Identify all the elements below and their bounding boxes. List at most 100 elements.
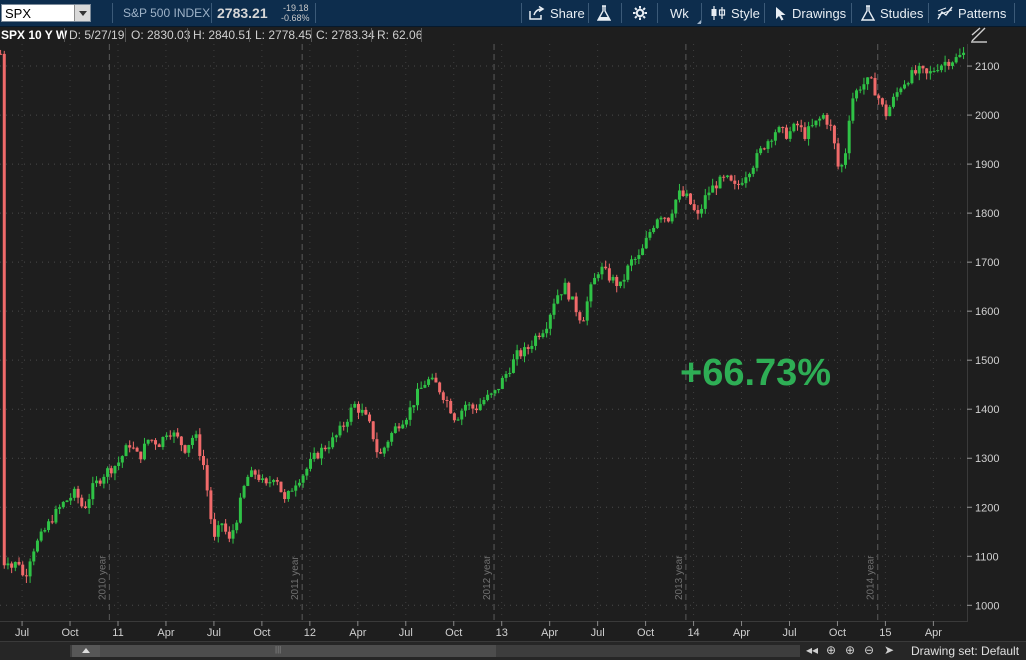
time-axis[interactable]: Jul Oct 11 Apr Jul Oct 12 Apr Jul Oct 13 Apr Jul Oct 1… [0,621,968,641]
candle-body [534,335,538,346]
candle-body [840,164,844,167]
info-separator [421,28,422,42]
time-axis-area [0,621,968,641]
candle-body [962,52,966,55]
candle-body [939,65,943,71]
candle-body [83,506,87,508]
candle-body [877,95,881,99]
info-separator [125,28,126,42]
percent-change-label: +66.73% [680,352,832,394]
time-tick-label: Apr [925,627,942,639]
scrollbar-thumb[interactable] [100,645,496,657]
candle-body [404,419,408,425]
candle-body [24,575,28,577]
price-tick-label: 1800 [975,208,999,220]
info-separator [64,28,65,42]
candle-body [434,377,438,383]
candle-body [47,521,51,531]
candle-body [320,447,324,459]
candle-body [205,465,209,491]
candle-body [899,88,903,93]
time-tick-label: Apr [541,627,558,639]
candle-body [463,404,467,411]
price-chart[interactable]: 2010 year 2011 year 2012 year 2013 year 2014… [0,44,1026,641]
toolbar-separator [1014,3,1015,23]
cursor-icon[interactable]: ➤ [884,643,895,657]
candle-body [489,393,493,395]
candle-body [552,303,556,315]
candle-body [847,120,851,154]
candle-body [906,83,910,85]
candle-body [711,185,715,193]
drawings-button[interactable]: Drawings [775,0,846,26]
candle-body [696,210,700,214]
candle-body [567,282,571,300]
candle-body [748,173,752,178]
zoom-in-icon[interactable]: ⊕ [845,643,856,657]
bottom-bar: ||| ◂◂ ⊕ ⊕ ⊖ ➤ Drawing set: Default [0,641,1026,660]
settings-button[interactable] [633,0,652,26]
candle-body [725,175,729,177]
candle-body [13,561,17,568]
scroll-up-icon[interactable] [72,645,100,657]
candle-body [914,70,918,74]
candle-body [596,274,600,278]
candle-body [685,193,689,197]
toolbar-separator [701,3,702,23]
candle-body [54,508,58,523]
candle-body [714,185,718,189]
expand-icon[interactable] [971,27,987,46]
aggregation-button[interactable]: Wk [670,0,701,26]
candle-body [353,403,357,408]
drawing-set-label[interactable]: Drawing set: Default [911,644,1020,658]
candle-body [869,77,873,79]
price-tick-label: 2000 [975,110,999,122]
symbol-selector[interactable] [1,4,91,22]
share-label: Share [550,5,585,21]
flask-icon [597,5,611,21]
symbol-input[interactable] [2,5,77,21]
price-tick-label: 1700 [975,257,999,269]
candle-body [408,407,412,420]
candle-body [72,488,76,498]
pan-icon[interactable]: ⊕ [826,643,837,657]
flask-button[interactable] [597,0,616,26]
studies-button[interactable]: Studies [861,0,923,26]
candle-body [674,199,678,214]
candle-body [666,217,670,222]
price-tick-label: 1300 [975,453,999,465]
time-tick-label: Apr [733,627,750,639]
toolbar-separator [521,3,522,23]
scroll-arrows-icon[interactable]: ◂◂ [806,643,819,657]
candle-body [275,480,279,482]
candle-body [0,53,3,55]
candle-body [331,437,335,448]
share-button[interactable]: Share [529,0,585,26]
time-tick-label: Oct [253,627,270,639]
candle-body [120,456,124,463]
candle-body [497,388,501,391]
candle-body [242,485,246,498]
candle-body [917,66,921,74]
patterns-button[interactable]: Patterns [937,0,1006,26]
candle-body [585,301,589,321]
candle-body [308,458,312,469]
zoom-out-icon[interactable]: ⊖ [864,643,875,657]
style-label: Style [731,5,760,21]
candle-body [851,98,855,121]
info-date: D: 5/27/19 [69,28,125,42]
price-axis[interactable]: 1000 1100 1200 1300 1400 1500 1600 1700 1800 1900… [967,44,1026,622]
candle-body [386,441,390,448]
chart-title[interactable]: SPX 10 Y W [1,28,68,42]
candle-body [541,333,545,338]
candle-body [176,432,180,437]
symbol-dropdown-icon[interactable] [74,5,90,21]
candle-body [903,84,907,89]
price-tick-label: 1900 [975,159,999,171]
candle-body [954,57,958,63]
style-button[interactable]: Style [710,0,760,26]
candle-body [707,192,711,196]
toolbar-separator [315,3,316,23]
candle-body [419,387,423,389]
candle-body [888,106,892,117]
